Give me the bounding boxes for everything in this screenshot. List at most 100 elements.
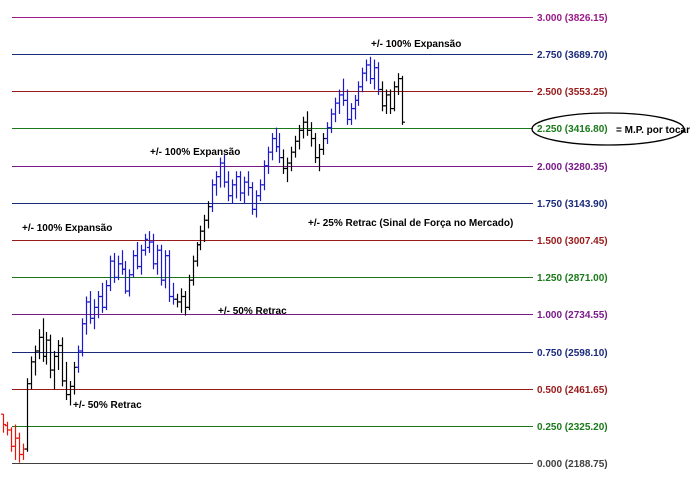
ohlc-bar [41, 318, 46, 362]
level-label-2.500: 2.500 (3553.25) [537, 87, 608, 98]
level-label-0.750: 0.750 (2598.10) [537, 348, 608, 359]
price-callout: = M.P. por tocar [531, 112, 690, 146]
ohlc-bar [13, 424, 18, 460]
ohlc-bar [155, 244, 160, 275]
annotation-3: +/- 100% Expansão [22, 223, 112, 234]
annotations: +/- 100% Expansão +/- 100% Expansão +/- 10… [22, 39, 513, 411]
callout-label: = M.P. por tocar [616, 125, 690, 136]
ohlc-bar [384, 89, 389, 115]
ohlc-bar [392, 81, 397, 112]
level-label-1.250: 1.250 (2871.00) [537, 273, 608, 284]
ohlc-bar [139, 244, 144, 275]
ohlc-bar [60, 337, 65, 387]
ohlc-bar [214, 171, 219, 196]
level-label-3.000: 3.000 (3826.15) [537, 13, 608, 24]
ohlc-bar [206, 201, 211, 229]
ohlc-bar [135, 242, 140, 270]
ohlc-bar [171, 282, 176, 305]
ohlc-bar [305, 111, 310, 136]
ohlc-bar [198, 225, 203, 251]
ohlc-bar [317, 143, 322, 172]
ohlc-bar [9, 427, 14, 452]
ohlc-bar [309, 122, 314, 147]
ohlc-bar [195, 242, 200, 267]
ohlc-bar [120, 250, 125, 275]
annotation-1: +/- 100% Expansão [371, 39, 461, 50]
ohlc-bar [226, 171, 231, 202]
ohlc-bar [56, 340, 61, 371]
ohlc-bar [202, 214, 207, 243]
ohlc-bar [372, 59, 377, 90]
ohlc-bar [293, 135, 298, 158]
ohlc-bar [17, 432, 22, 463]
ohlc-bar [179, 288, 184, 313]
ohlc-bar [191, 255, 196, 286]
level-label-1.500: 1.500 (3007.45) [537, 236, 608, 247]
ohlc-bar [48, 334, 53, 379]
ohlc-bar [242, 176, 247, 204]
level-label-2.250: 2.250 (3416.80) [537, 124, 608, 135]
ohlc-bar [289, 146, 294, 172]
price-bars [1, 56, 405, 463]
ohlc-bar [131, 250, 136, 278]
annotation-6: +/- 50% Retrac [73, 400, 142, 411]
ohlc-bar [100, 282, 105, 313]
ohlc-bar [388, 89, 393, 115]
ohlc-bar [360, 67, 365, 93]
ohlc-bar [37, 329, 42, 360]
ohlc-bar [258, 179, 263, 202]
ohlc-bar [333, 97, 338, 123]
ohlc-bar [281, 149, 286, 174]
annotation-2: +/- 100% Expansão [150, 147, 240, 158]
level-label-0.000: 0.000 (2188.75) [537, 459, 608, 470]
ohlc-bar [44, 331, 49, 365]
ohlc-bar [266, 146, 271, 174]
ohlc-bar [321, 133, 326, 155]
ohlc-bar [246, 171, 251, 196]
ohlc-bar [116, 255, 121, 281]
annotation-5: +/- 50% Retrac [218, 306, 287, 317]
ohlc-bar [400, 75, 405, 125]
ohlc-bar [167, 250, 172, 302]
ohlc-bar [33, 345, 38, 376]
ohlc-bar [104, 280, 109, 311]
level-label-0.500: 0.500 (2461.65) [537, 385, 608, 396]
ohlc-bar [234, 171, 239, 199]
callout-ellipse [531, 112, 685, 146]
annotation-4: +/- 25% Retrac (Sinal de Força no Mercad… [308, 218, 513, 229]
ohlc-bar [349, 103, 354, 125]
ohlc-bar [262, 160, 267, 191]
ohlc-bar [230, 179, 235, 204]
ohlc-bar [368, 56, 373, 85]
fibonacci-levels: 0.000 (2188.75) 0.250 (2325.20) 0.500 (246… [12, 13, 608, 470]
ohlc-bar [218, 157, 223, 188]
ohlc-bar [313, 133, 318, 164]
level-label-1.000: 1.000 (2734.55) [537, 310, 608, 321]
ohlc-bar [285, 157, 290, 183]
ohlc-bar [76, 345, 81, 373]
ohlc-bar [364, 59, 369, 82]
level-label-0.250: 0.250 (2325.20) [537, 422, 608, 433]
level-label-1.750: 1.750 (3143.90) [537, 199, 608, 210]
ohlc-bar [127, 269, 132, 297]
ohlc-bar [183, 291, 188, 316]
ohlc-bar [325, 122, 330, 144]
level-label-2.000: 2.000 (3280.35) [537, 162, 608, 173]
ohlc-bar [329, 108, 334, 134]
ohlc-bar [341, 78, 346, 106]
ohlc-bar [1, 413, 6, 433]
level-label-2.750: 2.750 (3689.70) [537, 50, 608, 61]
ohlc-bar [238, 171, 243, 202]
ohlc-bar [159, 244, 164, 286]
ohlc-bar [112, 252, 117, 283]
ohlc-bar [356, 81, 361, 106]
ohlc-bar [143, 233, 148, 256]
ohlc-bar [380, 81, 385, 112]
ohlc-bar [274, 127, 279, 153]
ohlc-bar [175, 293, 180, 308]
ohlc-bar [270, 133, 275, 161]
ohlc-bar [353, 94, 358, 120]
ohlc-bar [337, 89, 342, 115]
